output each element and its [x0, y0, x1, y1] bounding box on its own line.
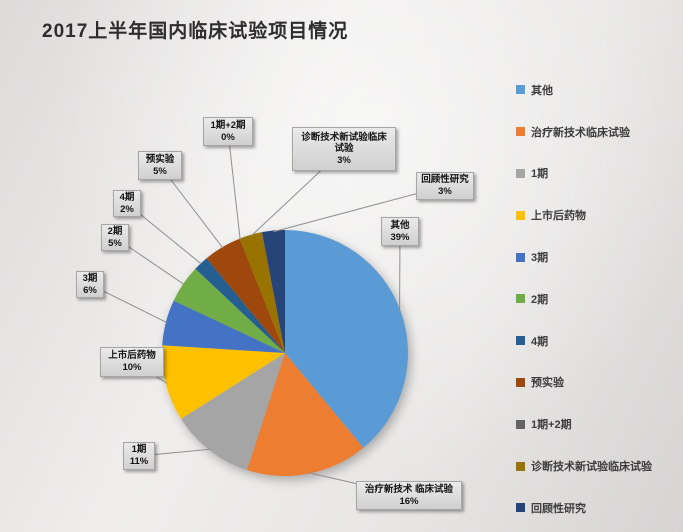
- data-label-text: 3期: [82, 272, 98, 284]
- data-label-text: 3%: [337, 154, 351, 166]
- legend-item-label: 3期: [531, 252, 549, 265]
- data-label-text: 4期: [119, 191, 135, 203]
- data-label-text: 1期+2期: [210, 119, 246, 131]
- data-label-text: 1期: [131, 444, 147, 456]
- legend-item-10[interactable]: 回顾性研究: [516, 487, 652, 529]
- pie-slice-5[interactable]: [173, 268, 285, 353]
- pie-slice-6[interactable]: [195, 258, 285, 353]
- leader-line-3: [156, 376, 168, 384]
- leader-line-4: [103, 290, 168, 324]
- pie-slice-10[interactable]: [261, 230, 285, 353]
- legend-item-label: 上市后药物: [531, 210, 586, 223]
- legend-item-6[interactable]: 4期: [516, 320, 652, 362]
- data-label-text: 回顾性研究: [421, 174, 469, 186]
- data-label-callout-9: 诊断技术新试验临床 试验 3%: [292, 127, 396, 171]
- pie-slice-2[interactable]: [181, 353, 285, 470]
- legend-item-8[interactable]: 1期+2期: [516, 403, 652, 445]
- leader-line-1: [307, 472, 357, 484]
- legend-item-4[interactable]: 3期: [516, 236, 652, 278]
- data-label-text: 6%: [83, 284, 97, 296]
- legend-color-swatch-icon: [516, 252, 525, 262]
- leader-line-9: [250, 170, 321, 237]
- leader-line-8: [229, 145, 241, 240]
- legend-color-swatch-icon: [516, 294, 525, 304]
- legend-item-2[interactable]: 1期: [516, 153, 652, 195]
- data-label-text: 0%: [221, 131, 235, 143]
- leader-line-10: [273, 193, 417, 233]
- legend-item-label: 回顾性研究: [531, 502, 586, 515]
- legend-item-3[interactable]: 上市后药物: [516, 194, 652, 236]
- legend-color-swatch-icon: [516, 85, 525, 95]
- data-label-text: 治疗新技术 临床试验: [364, 483, 454, 495]
- data-label-text: 上市后药物: [108, 350, 156, 362]
- legend-item-label: 其他: [531, 84, 553, 97]
- legend-color-swatch-icon: [516, 419, 525, 429]
- legend-color-swatch-icon: [516, 127, 525, 137]
- legend-item-label: 1期: [531, 168, 549, 181]
- leader-line-2: [154, 448, 211, 455]
- legend-color-swatch-icon: [516, 461, 525, 471]
- data-label-callout-2: 1期 11%: [123, 442, 155, 470]
- chart-title: 2017上半年国内临床试验项目情况: [42, 21, 349, 42]
- data-label-text: 11%: [129, 456, 149, 467]
- leader-lines-group: [103, 145, 417, 484]
- pie-slice-4[interactable]: [162, 300, 285, 353]
- legend-color-swatch-icon: [516, 503, 525, 513]
- pie-slice-3[interactable]: [161, 345, 285, 419]
- legend-item-label: 治疗新技术临床试验: [531, 126, 630, 139]
- leader-line-5: [128, 246, 185, 285]
- data-label-callout-1: 治疗新技术 临床试验 16%: [356, 481, 462, 510]
- legend-color-swatch-icon: [516, 168, 525, 178]
- data-label-text: 10%: [122, 362, 142, 373]
- data-label-text: 诊断技术新试验临床: [301, 131, 387, 143]
- data-label-text: 2期: [107, 225, 123, 237]
- legend-item-9[interactable]: 诊断技术新试验临床试验: [516, 445, 652, 487]
- data-label-text: 5%: [153, 165, 167, 177]
- data-label-text: 39%: [390, 231, 410, 243]
- data-label-callout-8: 1期+2期 0%: [203, 117, 253, 146]
- legend-item-0[interactable]: 其他: [516, 69, 652, 111]
- data-label-text: 3%: [438, 186, 452, 197]
- data-label-callout-0: 其他 39%: [381, 217, 419, 246]
- legend-item-label: 4期: [531, 335, 549, 348]
- pie-slice-0[interactable]: [285, 230, 408, 448]
- pie-slice-7[interactable]: [206, 238, 285, 353]
- data-label-text: 2%: [120, 203, 134, 215]
- data-label-text: 5%: [108, 237, 122, 249]
- legend-item-label: 预实验: [531, 377, 564, 390]
- legend-item-label: 诊断技术新试验临床试验: [531, 461, 652, 474]
- pie-slice-9[interactable]: [239, 232, 285, 353]
- leader-line-7: [170, 179, 224, 249]
- leader-line-6: [140, 214, 202, 265]
- data-label-callout-6: 4期 2%: [113, 190, 141, 217]
- data-label-text: 预实验: [145, 153, 175, 165]
- pie-slices-group: [161, 230, 408, 476]
- data-label-text: 其他: [390, 219, 410, 231]
- legend-color-swatch-icon: [516, 210, 525, 220]
- legend-item-label: 1期+2期: [531, 419, 572, 432]
- legend-item-1[interactable]: 治疗新技术临床试验: [516, 111, 652, 153]
- data-label-callout-5: 2期 5%: [101, 224, 129, 251]
- data-label-callout-10: 回顾性研究 3%: [416, 172, 474, 200]
- legend-item-7[interactable]: 预实验: [516, 362, 652, 404]
- pie-slice-1[interactable]: [246, 353, 364, 476]
- legend-item-label: 2期: [531, 293, 549, 306]
- legend: 其他治疗新技术临床试验 1期上市后药物 3期 2期 4期预实验 1期+2期诊断技术新试验临…: [516, 69, 652, 529]
- data-label-callout-4: 3期 6%: [76, 271, 104, 298]
- legend-color-swatch-icon: [516, 336, 525, 346]
- data-label-text: 16%: [399, 495, 419, 507]
- data-label-callout-7: 预实验 5%: [138, 151, 182, 180]
- legend-color-swatch-icon: [516, 377, 525, 387]
- data-label-text: 试验: [334, 143, 354, 155]
- data-label-callout-3: 上市后药物 10%: [100, 347, 164, 377]
- legend-item-5[interactable]: 2期: [516, 278, 652, 320]
